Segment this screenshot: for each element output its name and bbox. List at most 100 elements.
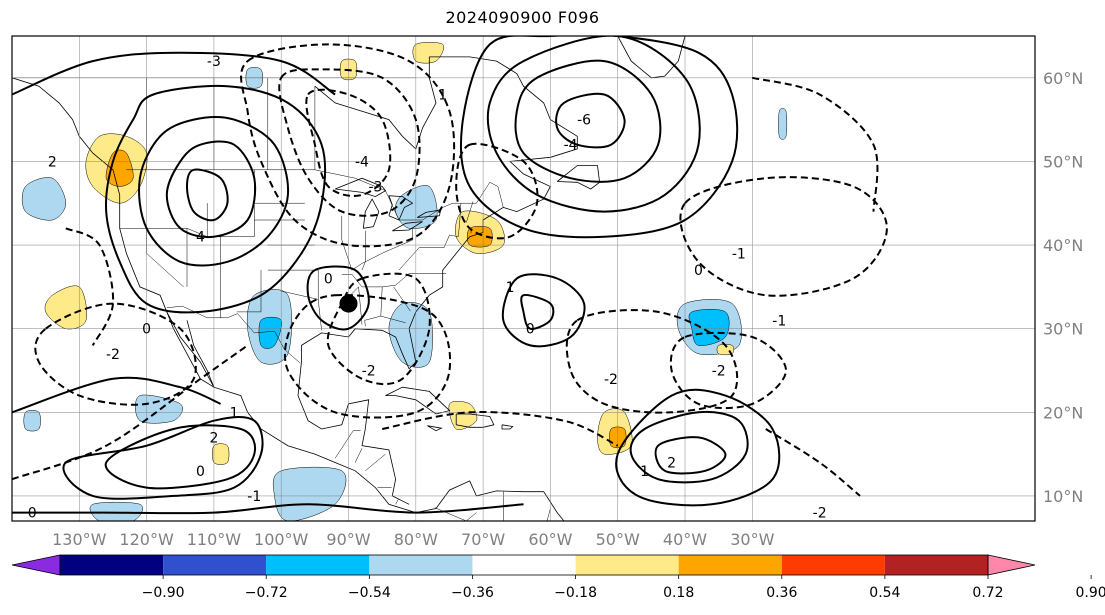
positive-contour-line xyxy=(501,273,586,348)
negative-contour-line xyxy=(455,142,539,240)
positive-contour-line xyxy=(520,293,555,330)
positive-contour-line xyxy=(185,168,229,222)
contour-label: 1 xyxy=(438,88,447,104)
colorbar-tick-label: 0.36 xyxy=(766,585,797,601)
map-frame xyxy=(11,35,1036,522)
contour-label: 0 xyxy=(324,272,333,288)
marker-layer xyxy=(339,294,358,313)
positive-contour-line xyxy=(555,92,626,149)
lat-tick-label: 20°N xyxy=(1043,403,1083,422)
political-border xyxy=(398,203,462,271)
political-border xyxy=(380,315,406,324)
lon-tick-label: 100°W xyxy=(254,530,309,549)
positive-contour-line xyxy=(514,59,662,183)
positive-contour-line xyxy=(12,503,524,515)
negative-anomaly-area xyxy=(688,309,730,346)
lon-tick-label: 90°W xyxy=(326,530,370,549)
contour-label: 2 xyxy=(48,154,57,170)
negative-contour-line xyxy=(240,43,456,248)
positive-anomaly-area xyxy=(44,285,87,330)
contour-label: 0 xyxy=(526,322,535,338)
contour-label: -1 xyxy=(732,246,746,262)
coastline xyxy=(392,221,423,232)
colorbar-segment xyxy=(884,555,988,575)
positive-contour-line xyxy=(306,265,370,331)
axis-tick-labels: 130°W 120°W 110°W 100°W 90°W 80°W 70°W 60°W 50°W… xyxy=(52,69,1083,549)
contour-label: -4 xyxy=(564,138,578,154)
political-border xyxy=(365,453,386,471)
colorbar-segment xyxy=(266,555,370,575)
contour-label: 2 xyxy=(209,430,218,446)
colorbar-tick-label: −0.72 xyxy=(245,585,288,601)
gridline-layer xyxy=(12,36,1035,521)
political-border xyxy=(354,448,363,463)
contour-label: 4 xyxy=(196,230,205,246)
political-border xyxy=(341,215,413,271)
location-marker-dot xyxy=(339,294,358,313)
negative-anomaly-area xyxy=(395,185,438,229)
negative-contour-line xyxy=(765,428,861,497)
political-border xyxy=(361,230,366,271)
contour-label: -1 xyxy=(247,489,261,505)
lon-tick-label: 50°W xyxy=(596,530,640,549)
colorbar-tick-label: 0.90 xyxy=(1076,585,1105,601)
colorbar-segment xyxy=(678,555,782,575)
lat-tick-label: 50°N xyxy=(1043,152,1083,171)
negative-anomaly-area xyxy=(272,466,347,521)
contour-label: -2 xyxy=(106,347,120,363)
lon-tick-label: 130°W xyxy=(52,530,107,549)
negative-contour-line xyxy=(12,344,249,481)
lat-tick-label: 30°N xyxy=(1043,320,1083,339)
political-border xyxy=(119,228,208,237)
colorbar-tick-label: −0.36 xyxy=(451,585,494,601)
positive-contour-line xyxy=(62,416,264,500)
contour-label: -3 xyxy=(368,180,382,196)
political-border xyxy=(393,286,411,312)
lat-tick-label: 10°N xyxy=(1043,487,1083,506)
colorbar-tick-label: 0.54 xyxy=(869,585,900,601)
coastline xyxy=(501,424,514,430)
colorbar-extend-high xyxy=(987,554,1036,576)
contour-label: -4 xyxy=(355,154,369,170)
colorbar-outline xyxy=(59,554,989,576)
political-border xyxy=(236,270,262,313)
colorbar-tick-label: 0.18 xyxy=(663,585,694,601)
colorbar-tick-label: −0.90 xyxy=(142,585,185,601)
positive-contour-line xyxy=(459,36,739,239)
colorbar-segment xyxy=(163,555,267,575)
lon-tick-label: 60°W xyxy=(528,530,572,549)
negative-contour-line xyxy=(565,309,739,414)
positive-contour-line xyxy=(12,376,221,414)
shaded-anomaly-layer xyxy=(21,42,788,521)
contour-label: 2 xyxy=(667,455,676,471)
lat-tick-label: 60°N xyxy=(1043,69,1083,88)
negative-anomaly-area xyxy=(23,409,41,432)
coastline xyxy=(617,36,686,79)
colorbar-tick-label: 0.72 xyxy=(972,585,1003,601)
positive-contour-line xyxy=(12,51,336,96)
lon-tick-label: 40°W xyxy=(663,530,707,549)
colorbar-segment xyxy=(60,555,164,575)
contour-label: 1 xyxy=(640,464,649,480)
coastline xyxy=(388,195,414,221)
contour-label: 0 xyxy=(142,322,151,338)
contour-label: -6 xyxy=(577,113,591,129)
negative-anomaly-area xyxy=(89,501,143,521)
map-title: 2024090900 F096 xyxy=(445,8,600,27)
contour-label: -2 xyxy=(604,372,618,388)
lon-tick-label: 80°W xyxy=(394,530,438,549)
lat-tick-label: 40°N xyxy=(1043,236,1083,255)
colorbar-segment xyxy=(781,555,885,575)
political-border xyxy=(334,430,361,459)
negative-anomaly-area xyxy=(778,107,788,140)
contour-label: 0 xyxy=(196,464,205,480)
colorbar-extend-low xyxy=(11,554,61,576)
contour-label: 1 xyxy=(230,405,239,421)
contour-label: 0 xyxy=(28,506,37,522)
colorbar-tick-label: −0.18 xyxy=(554,585,597,601)
colorbar-segment xyxy=(575,555,679,575)
colorbar-segment xyxy=(472,555,576,575)
positive-contour-line xyxy=(629,410,749,484)
